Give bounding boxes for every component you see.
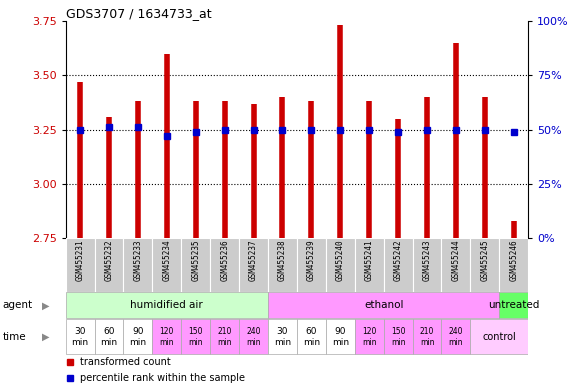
Text: GSM455243: GSM455243 <box>423 240 432 281</box>
Text: 120
min: 120 min <box>159 327 174 347</box>
Text: 240
min: 240 min <box>246 327 261 347</box>
Text: GSM455245: GSM455245 <box>480 240 489 281</box>
Text: agent: agent <box>3 300 33 310</box>
Bar <box>441 238 471 292</box>
Text: GDS3707 / 1634733_at: GDS3707 / 1634733_at <box>66 7 211 20</box>
Bar <box>441 319 471 354</box>
Bar <box>268 319 297 354</box>
Text: 90
min: 90 min <box>130 327 147 347</box>
Text: GSM455235: GSM455235 <box>191 240 200 281</box>
Bar <box>95 319 123 354</box>
Bar <box>182 319 210 354</box>
Bar <box>413 238 441 292</box>
Text: transformed count: transformed count <box>79 358 170 367</box>
Text: ▶: ▶ <box>42 332 50 342</box>
Text: 210
min: 210 min <box>420 327 435 347</box>
Bar <box>268 238 297 292</box>
Bar <box>326 238 355 292</box>
Bar <box>297 319 326 354</box>
Bar <box>413 319 441 354</box>
Text: 30
min: 30 min <box>274 327 291 347</box>
Bar <box>182 238 210 292</box>
Text: GSM455238: GSM455238 <box>278 240 287 281</box>
Text: humidified air: humidified air <box>130 300 203 310</box>
Text: 150
min: 150 min <box>391 327 405 347</box>
Bar <box>471 238 499 292</box>
Bar <box>499 238 528 292</box>
Bar <box>123 319 152 354</box>
Bar <box>152 319 182 354</box>
Bar <box>268 292 499 318</box>
Text: GSM455246: GSM455246 <box>509 240 518 281</box>
Text: 90
min: 90 min <box>332 327 349 347</box>
Bar <box>384 319 413 354</box>
Text: GSM455244: GSM455244 <box>452 240 460 281</box>
Text: GSM455239: GSM455239 <box>307 240 316 281</box>
Bar <box>66 319 95 354</box>
Bar <box>239 319 268 354</box>
Text: time: time <box>3 332 26 342</box>
Text: 210
min: 210 min <box>218 327 232 347</box>
Text: control: control <box>482 332 516 342</box>
Bar <box>355 319 384 354</box>
Text: 30
min: 30 min <box>71 327 89 347</box>
Text: GSM455231: GSM455231 <box>75 240 85 281</box>
Bar <box>95 238 123 292</box>
Text: percentile rank within the sample: percentile rank within the sample <box>79 373 244 383</box>
Bar <box>471 319 528 354</box>
Text: 60
min: 60 min <box>303 327 320 347</box>
Text: GSM455233: GSM455233 <box>134 240 142 281</box>
Text: 240
min: 240 min <box>449 327 463 347</box>
Text: GSM455232: GSM455232 <box>104 240 114 281</box>
Bar <box>210 319 239 354</box>
Bar <box>239 238 268 292</box>
Text: 150
min: 150 min <box>188 327 203 347</box>
Text: GSM455241: GSM455241 <box>365 240 373 281</box>
Bar <box>326 319 355 354</box>
Bar <box>297 238 326 292</box>
Text: GSM455240: GSM455240 <box>336 240 345 281</box>
Text: untreated: untreated <box>488 300 540 310</box>
Text: GSM455237: GSM455237 <box>249 240 258 281</box>
Text: GSM455236: GSM455236 <box>220 240 229 281</box>
Text: GSM455242: GSM455242 <box>393 240 403 281</box>
Bar <box>210 238 239 292</box>
Text: 60
min: 60 min <box>100 327 118 347</box>
Bar <box>152 238 182 292</box>
Bar <box>355 238 384 292</box>
Bar <box>66 238 95 292</box>
Bar <box>123 238 152 292</box>
Text: ethanol: ethanol <box>364 300 403 310</box>
Text: 120
min: 120 min <box>362 327 376 347</box>
Bar <box>499 292 528 318</box>
Bar <box>66 292 268 318</box>
Text: GSM455234: GSM455234 <box>162 240 171 281</box>
Bar <box>384 238 413 292</box>
Text: ▶: ▶ <box>42 300 50 310</box>
